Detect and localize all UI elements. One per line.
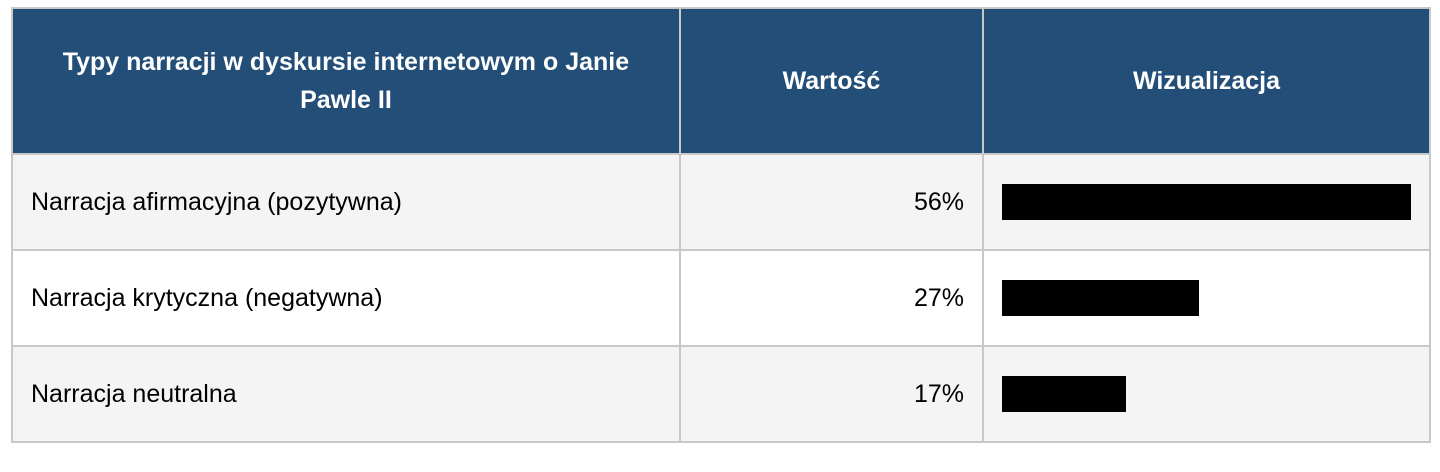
header-value: Wartość: [678, 7, 985, 155]
header-type: Typy narracji w dyskursie internetowym o…: [11, 7, 681, 155]
row-visualization: [982, 153, 1431, 251]
value-bar: [1002, 184, 1411, 220]
row-value: 56%: [678, 153, 985, 251]
header-row: Typy narracji w dyskursie internetowym o…: [11, 7, 1431, 155]
value-bar: [1002, 280, 1200, 316]
row-value: 17%: [678, 345, 985, 443]
value-bar: [1002, 376, 1127, 412]
row-visualization: [982, 249, 1431, 347]
header-visualization: Wizualizacja: [982, 7, 1431, 155]
row-label: Narracja neutralna: [11, 345, 681, 443]
row-label: Narracja afirmacyjna (pozytywna): [11, 153, 681, 251]
narration-table: Typy narracji w dyskursie internetowym o…: [11, 7, 1431, 443]
row-value: 27%: [678, 249, 985, 347]
row-visualization: [982, 345, 1431, 443]
table-row: Narracja neutralna 17%: [11, 345, 1431, 443]
table-row: Narracja krytyczna (negatywna) 27%: [11, 249, 1431, 347]
row-label: Narracja krytyczna (negatywna): [11, 249, 681, 347]
table-row: Narracja afirmacyjna (pozytywna) 56%: [11, 153, 1431, 251]
